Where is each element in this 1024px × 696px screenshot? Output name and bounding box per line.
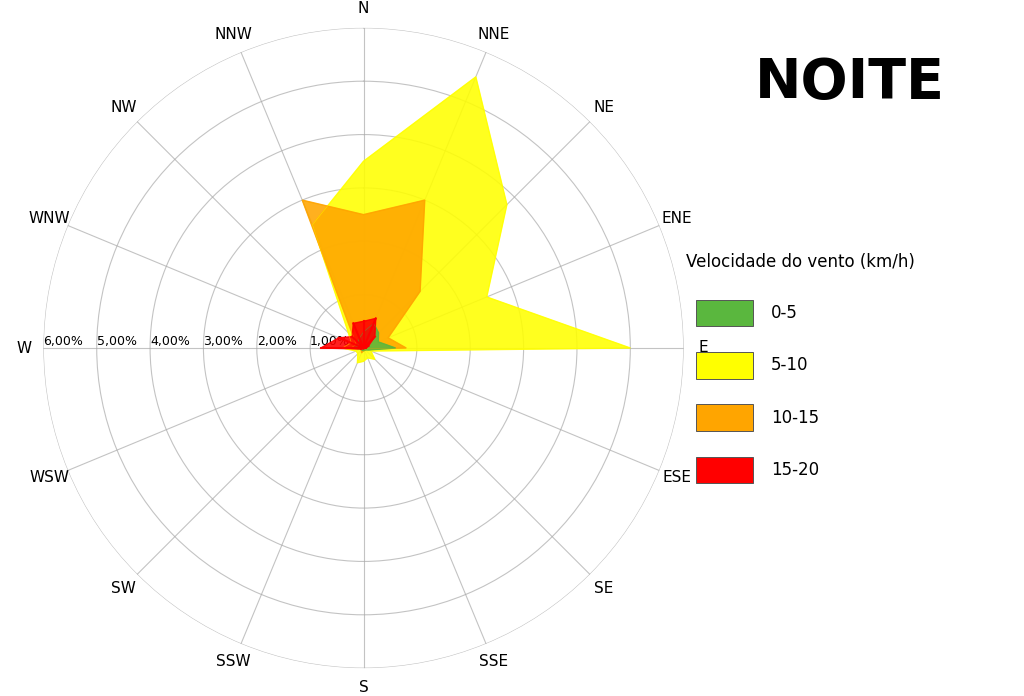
Polygon shape <box>321 319 376 349</box>
Text: NOITE: NOITE <box>755 56 945 110</box>
Polygon shape <box>312 77 631 363</box>
Polygon shape <box>353 324 395 351</box>
Text: 0-5: 0-5 <box>771 304 798 322</box>
Text: 15-20: 15-20 <box>771 461 819 479</box>
Text: 5-10: 5-10 <box>771 356 809 374</box>
Text: 10-15: 10-15 <box>771 409 819 427</box>
Text: Velocidade do vento (km/h): Velocidade do vento (km/h) <box>686 253 915 271</box>
Polygon shape <box>302 200 425 353</box>
